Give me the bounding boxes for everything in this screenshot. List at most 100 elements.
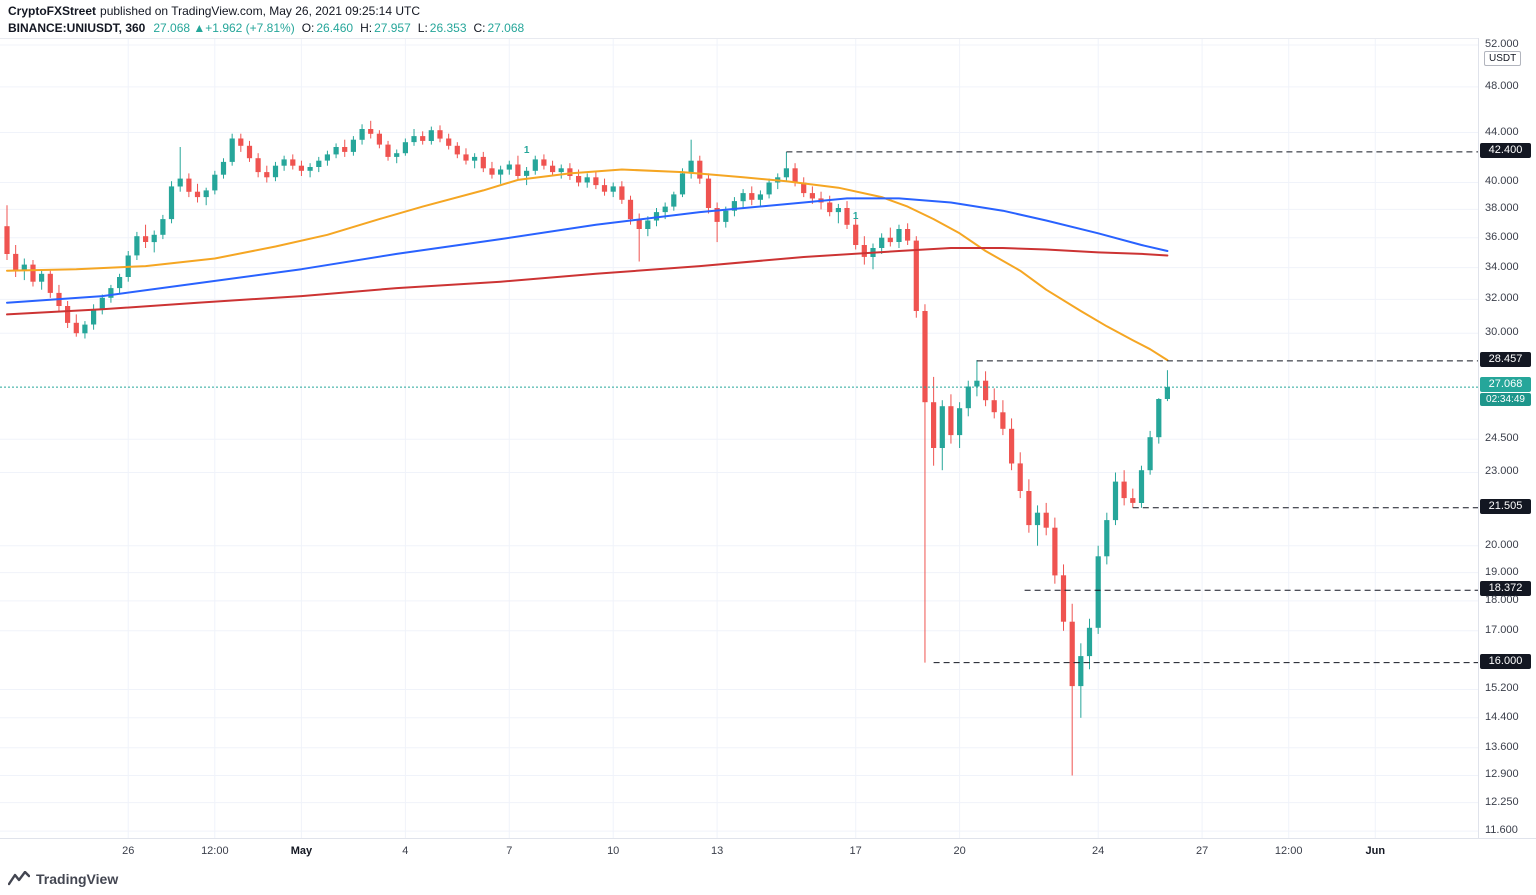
candle: [91, 304, 97, 330]
candle: [394, 149, 400, 164]
candle: [39, 269, 45, 290]
candle: [65, 301, 71, 328]
price-tick-label: 52.000: [1485, 38, 1519, 50]
change-arrow-icon: ▲: [193, 21, 206, 35]
tradingview-logo[interactable]: TradingView: [8, 867, 118, 891]
level-badge: 18.372: [1480, 581, 1531, 597]
candle: [454, 142, 460, 159]
ma-mid-line: [6, 197, 1169, 304]
candle: [1112, 472, 1119, 526]
candle: [428, 126, 434, 145]
candle: [307, 163, 313, 178]
candle: [194, 183, 201, 203]
price-tick-label: 36.000: [1485, 230, 1519, 243]
price-axis[interactable]: USDT 42.400 28.457 21.505 18.372 16.000 27.06…: [1478, 38, 1536, 838]
candle: [82, 321, 88, 339]
publish-info: published on TradingView.com, May 26, 20…: [100, 4, 420, 18]
candle: [636, 213, 642, 262]
candle: [151, 230, 157, 253]
price-tick-label: 19.000: [1485, 565, 1519, 578]
candle: [991, 388, 997, 419]
time-tick-label: 20: [953, 845, 966, 857]
candle: [359, 124, 365, 145]
candle: [948, 394, 954, 444]
candle: [619, 181, 625, 204]
price-change: +1.962 (+7.81%): [205, 21, 295, 35]
price-tick-label: 38.000: [1485, 202, 1519, 215]
candle: [1043, 502, 1049, 536]
price-tick-label: 13.600: [1485, 740, 1519, 753]
time-tick-label: 12:00: [1274, 845, 1303, 857]
author-name: CryptoFXStreet: [8, 4, 97, 18]
time-tick-label: 24: [1092, 845, 1105, 857]
candle: [489, 161, 495, 179]
candle: [705, 173, 712, 214]
candlestick-chart: 11: [0, 39, 1478, 839]
candle: [1121, 470, 1127, 506]
candle: [645, 216, 651, 237]
candle: [524, 167, 530, 186]
time-tick-label: Jun: [1365, 845, 1386, 857]
time-tick-label: 13: [710, 845, 724, 857]
candle: [896, 224, 902, 248]
countdown-badge: 02:34:49: [1480, 393, 1531, 407]
candle: [1147, 430, 1153, 475]
level-badge: 21.505: [1480, 498, 1531, 514]
price-tick-label: 40.000: [1485, 175, 1519, 188]
candle: [420, 131, 426, 145]
time-axis[interactable]: 26 12:00 May 4 7 10 13 17 20 24 27 12:00 Jun: [0, 838, 1536, 865]
candle: [697, 155, 703, 184]
candle: [783, 151, 789, 182]
candle: [437, 125, 443, 143]
candle: [220, 158, 227, 179]
candle: [342, 139, 348, 157]
candle: [1026, 479, 1032, 533]
time-tick-label: May: [290, 845, 313, 857]
price-tick-label: 12.900: [1485, 768, 1519, 781]
price-tick-label: 30.000: [1485, 326, 1519, 339]
candle: [411, 129, 417, 146]
price-tick-label: 12.250: [1485, 795, 1519, 808]
price-axis-unit-badge: USDT: [1484, 51, 1522, 66]
time-tick-label: 4: [402, 845, 409, 857]
level-badge: 16.000: [1480, 653, 1531, 669]
candle: [671, 191, 677, 211]
candle: [1078, 643, 1084, 718]
candle: [73, 314, 79, 337]
price-tick-label: 23.000: [1485, 465, 1519, 478]
price-tick-label: 17.000: [1485, 623, 1519, 636]
candle: [160, 214, 166, 240]
tradingview-logo-icon: [8, 871, 30, 886]
ohlc-open-label: O:: [301, 21, 315, 35]
candle: [870, 243, 876, 270]
candle: [957, 402, 963, 448]
candle: [567, 163, 573, 180]
candle: [255, 153, 261, 178]
candle: [281, 155, 287, 171]
candle: [1086, 618, 1093, 670]
candle: [13, 245, 19, 277]
candle: [610, 182, 616, 198]
candle: [203, 187, 209, 206]
candle: [1052, 517, 1058, 584]
candle: [350, 136, 356, 156]
candle: [1164, 370, 1170, 402]
candle: [1000, 400, 1006, 436]
candle: [714, 202, 720, 243]
candle: [801, 177, 807, 198]
candle: [532, 155, 538, 175]
candle: [766, 178, 772, 199]
candle: [30, 260, 36, 287]
candle: [99, 294, 105, 315]
candle: [480, 151, 486, 173]
last-price: 27.068: [153, 21, 191, 35]
candle: [983, 371, 989, 407]
candle: [463, 148, 469, 165]
time-tick-label: 26: [122, 845, 135, 857]
ohlc-high-label: H:: [360, 21, 373, 35]
candle: [498, 165, 504, 184]
candle: [21, 258, 27, 281]
candle: [1138, 465, 1145, 508]
candle: [939, 400, 945, 471]
